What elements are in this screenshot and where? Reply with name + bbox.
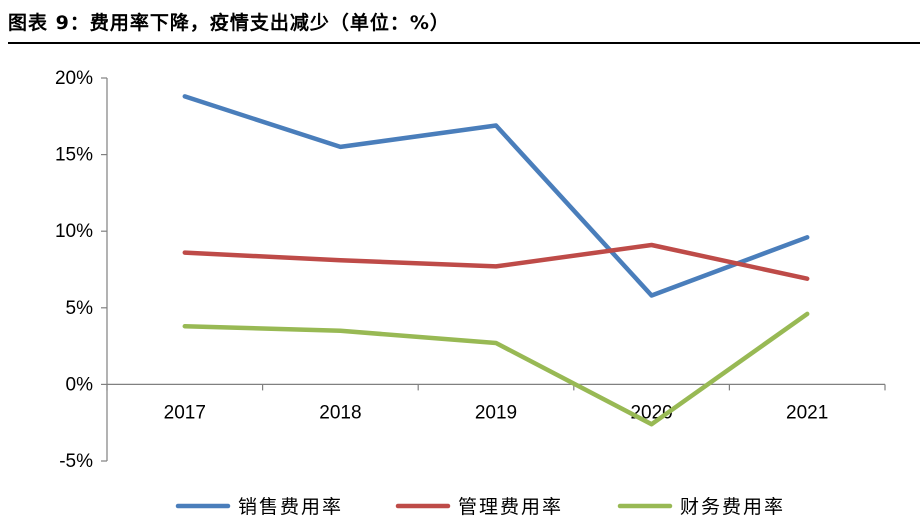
axes: 20%15%10%5%0%-5%2017 2018 2019 2020 2021 xyxy=(55,68,886,472)
y-tick-label: -5% xyxy=(59,451,93,472)
y-tick-label: 15% xyxy=(55,145,93,166)
y-tick-label: 0% xyxy=(66,374,94,395)
y-tick-label: 20% xyxy=(55,68,93,89)
title-underline xyxy=(8,42,920,44)
figure-title: 图表 9：费用率下降，疫情支出减少（单位：%） xyxy=(8,12,450,34)
x-tick-label: 2021 xyxy=(786,402,828,423)
legend-label: 销售费用率 xyxy=(238,496,343,518)
x-tick-label: 2019 xyxy=(475,402,517,423)
y-tick-label: 10% xyxy=(55,221,93,242)
legend-label: 管理费用率 xyxy=(458,496,563,518)
x-tick-label: 2018 xyxy=(319,402,361,423)
series-lines xyxy=(182,94,810,427)
legend: 销售费用率 管理费用率 财务费用率 xyxy=(175,496,785,518)
x-tick-label: 2017 xyxy=(164,402,206,423)
y-tick-label: 5% xyxy=(66,298,94,319)
legend-label: 财务费用率 xyxy=(680,496,785,518)
